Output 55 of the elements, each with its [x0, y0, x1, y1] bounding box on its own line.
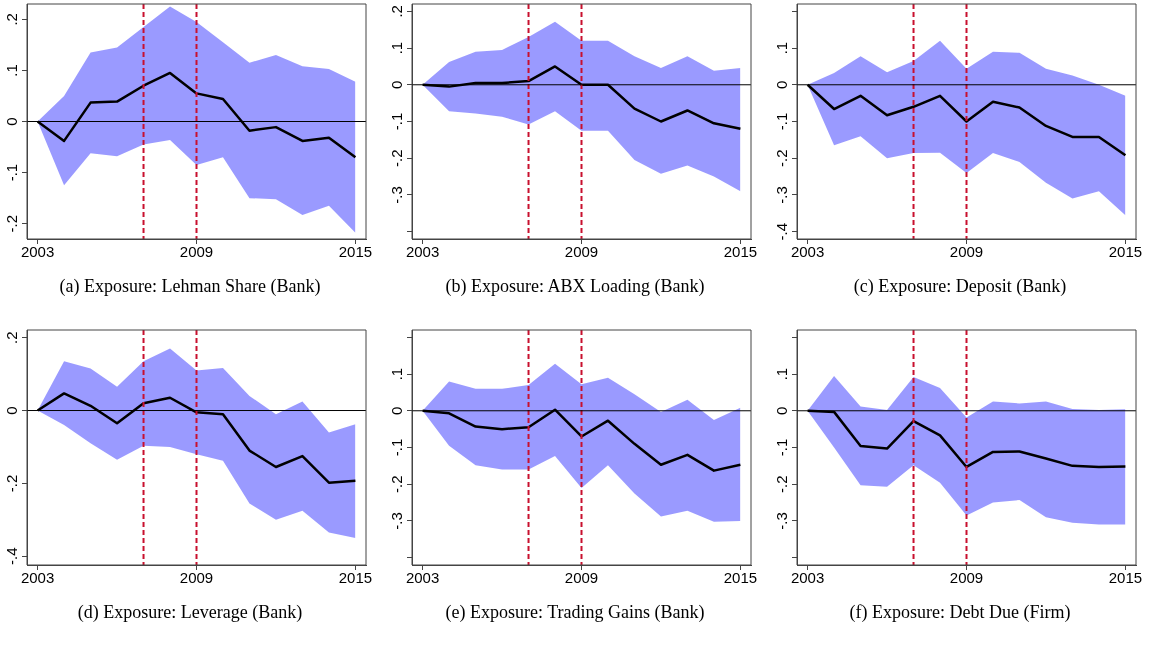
text: (f) Exposure: Debt Due (Firm) — [848, 602, 1072, 623]
x-tick-label: 2003 — [20, 569, 55, 587]
x-tick-label: 2009 — [949, 243, 984, 261]
y-tick-label: 0 — [387, 80, 405, 89]
x-tick-label: 2015 — [338, 243, 373, 261]
y-tick-label: -.3 — [772, 512, 790, 530]
y-tick-label: .2 — [387, 5, 405, 18]
x-tick-label: 2009 — [949, 569, 984, 587]
y-tick-label: -.2 — [387, 475, 405, 493]
y-tick-label: -.4 — [2, 547, 20, 566]
text: (d) Exposure: Leverage (Bank) — [76, 602, 304, 623]
x-tick-label: 2009 — [179, 569, 214, 587]
y-tick-label: .1 — [772, 41, 790, 55]
text: (e) Exposure: Trading Gains (Bank) — [444, 602, 706, 623]
y-tick-label: -.1 — [772, 112, 790, 131]
y-tick-label: -.4 — [772, 222, 790, 241]
y-tick-label: .2 — [2, 331, 20, 344]
y-tick-label: .2 — [2, 13, 20, 26]
y-tick-label: -.3 — [772, 186, 790, 204]
y-tick-label: -.2 — [2, 214, 20, 233]
x-tick-label: 2015 — [1108, 243, 1143, 261]
y-tick-label: .1 — [2, 64, 20, 77]
y-tick-label: -.3 — [387, 186, 405, 204]
text: (a) Exposure: Lehman Share (Bank) — [58, 276, 322, 297]
y-tick-label: -.1 — [387, 112, 405, 131]
y-tick-label: -.1 — [387, 438, 405, 457]
y-tick-label: -.2 — [2, 474, 20, 493]
y-tick-label: .1 — [772, 367, 790, 381]
y-tick-label: -.3 — [387, 512, 405, 530]
y-tick-label: 0 — [772, 406, 790, 415]
y-tick-label: 0 — [387, 406, 405, 415]
x-tick-label: 2009 — [564, 569, 599, 587]
y-tick-label: .1 — [387, 41, 405, 55]
y-tick-label: -.2 — [772, 149, 790, 167]
x-tick-label: 2003 — [405, 569, 440, 587]
text: (c) Exposure: Deposit (Bank) — [852, 276, 1068, 297]
x-tick-label: 2003 — [790, 569, 825, 587]
x-tick-label: 2015 — [338, 569, 373, 587]
y-tick-label: -.1 — [2, 163, 20, 182]
x-tick-label: 2015 — [723, 569, 758, 587]
y-tick-label: -.2 — [772, 475, 790, 493]
x-tick-label: 2003 — [20, 243, 55, 261]
x-tick-label: 2009 — [564, 243, 599, 261]
x-tick-label: 2003 — [790, 243, 825, 261]
y-tick-label: -.2 — [387, 149, 405, 167]
y-tick-label: 0 — [2, 117, 20, 126]
text: (b) Exposure: ABX Loading (Bank) — [444, 276, 706, 297]
y-tick-label: 0 — [2, 406, 20, 415]
x-tick-label: 2003 — [405, 243, 440, 261]
x-tick-label: 2015 — [1108, 569, 1143, 587]
y-tick-label: -.1 — [772, 438, 790, 457]
y-tick-label: .1 — [387, 367, 405, 381]
x-tick-label: 2015 — [723, 243, 758, 261]
y-tick-label: 0 — [772, 80, 790, 89]
x-tick-label: 2009 — [179, 243, 214, 261]
